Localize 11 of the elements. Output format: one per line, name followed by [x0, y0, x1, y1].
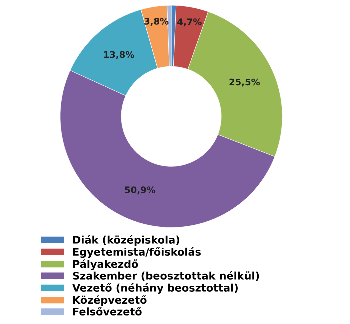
legend-label: Pályakezdő [73, 260, 138, 270]
legend-label: Diák (középiskola) [73, 235, 180, 246]
data-label: 25,5% [230, 78, 260, 87]
legend-label: Vezető (néhány beosztottal) [72, 283, 238, 294]
data-label: 50,9% [125, 186, 156, 195]
data-label: 4,7% [178, 18, 202, 27]
legend-label: Felsővezető [73, 307, 142, 316]
legend-label: Egyetemista/főiskolás [73, 248, 201, 258]
legend-label: Középvezető [73, 296, 147, 306]
data-label: 13,8% [104, 51, 134, 60]
legend-label: Szakember (beosztottak nélkül) [73, 271, 260, 282]
